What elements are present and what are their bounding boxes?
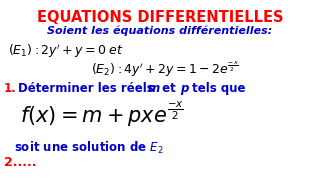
Text: $f(x) = m + pxe^{\frac{-x}{2}}$: $f(x) = m + pxe^{\frac{-x}{2}}$ xyxy=(20,100,184,129)
Text: Soient les équations différentielles:: Soient les équations différentielles: xyxy=(47,26,273,37)
Text: Déterminer les réels: Déterminer les réels xyxy=(18,82,158,95)
Text: tels que: tels que xyxy=(188,82,245,95)
Text: soit une solution de $E_2$: soit une solution de $E_2$ xyxy=(14,140,164,156)
Text: EQUATIONS DIFFERENTIELLES: EQUATIONS DIFFERENTIELLES xyxy=(37,10,283,25)
Text: $(E_2) : 4y' + 2y = 1 - 2e^{\frac{-x}{2}}$: $(E_2) : 4y' + 2y = 1 - 2e^{\frac{-x}{2}… xyxy=(91,60,239,79)
Text: m: m xyxy=(148,82,160,95)
Text: 1.: 1. xyxy=(4,82,17,95)
Text: p: p xyxy=(180,82,188,95)
Text: 2.....: 2..... xyxy=(4,156,36,169)
Text: et: et xyxy=(158,82,180,95)
Text: $(E_1) : 2y' + y = 0\;et$: $(E_1) : 2y' + y = 0\;et$ xyxy=(8,42,124,60)
